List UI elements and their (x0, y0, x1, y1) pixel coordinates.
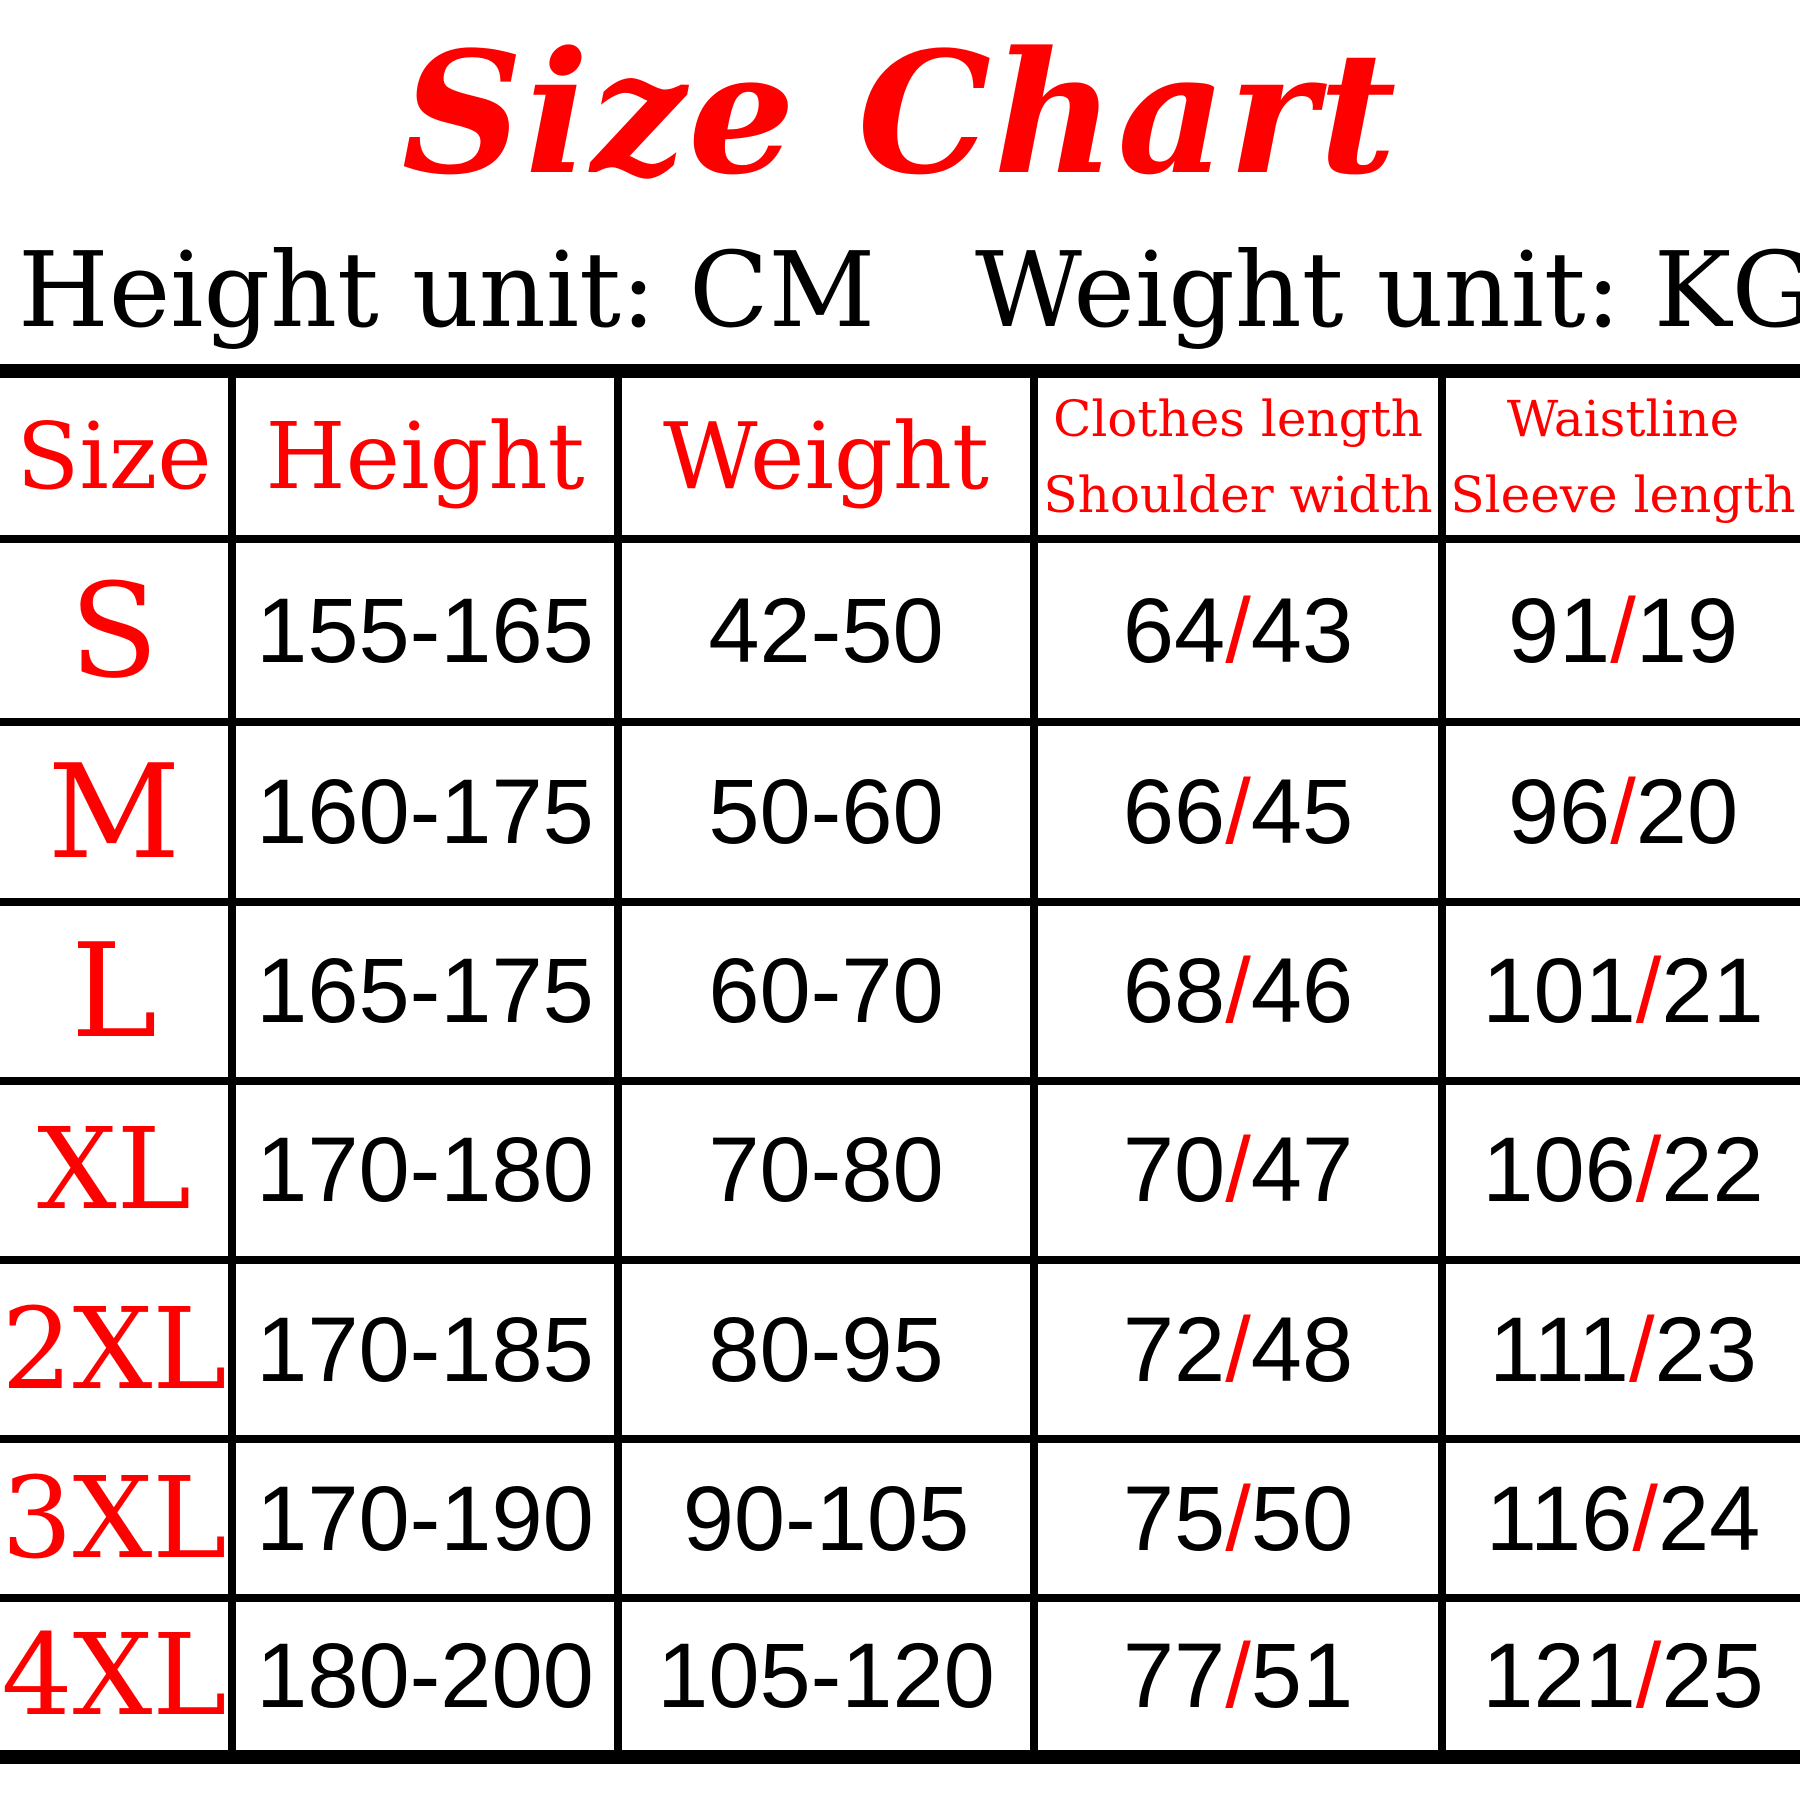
clothes-length-value: 70 (1122, 1119, 1226, 1222)
sleeve-length-value: 20 (1635, 760, 1739, 863)
table-header-row: Size Height Weight Clothes length Should… (0, 364, 1800, 543)
waistline-value: 106 (1482, 1119, 1636, 1222)
table-row: XL 170-180 70-80 70/47 106/22 (0, 1076, 1800, 1265)
waist-sleeve-cell: 116/24 (1438, 1435, 1800, 1603)
weight-cell: 90-105 (614, 1435, 1038, 1603)
weight-cell: 105-120 (614, 1594, 1038, 1764)
header-sleeve-length: Sleeve length (1450, 465, 1796, 524)
weight-cell: 80-95 (614, 1255, 1038, 1444)
clothes-length-value: 66 (1122, 760, 1226, 863)
clothes-length-value: 75 (1122, 1467, 1226, 1570)
clothes-length-value: 68 (1122, 940, 1226, 1043)
waistline-value: 96 (1507, 760, 1611, 863)
clothes-length-value: 77 (1122, 1625, 1226, 1728)
weight-cell: 70-80 (614, 1076, 1038, 1265)
weight-cell: 50-60 (614, 718, 1038, 906)
separator: / (1635, 1625, 1662, 1728)
clothes-shoulder-cell: 66/45 (1030, 718, 1446, 906)
sleeve-length-value: 19 (1635, 579, 1739, 682)
shoulder-width-value: 43 (1250, 579, 1354, 682)
clothes-shoulder-cell: 70/47 (1030, 1076, 1446, 1265)
shoulder-width-value: 50 (1250, 1467, 1354, 1570)
separator: / (1628, 1298, 1655, 1401)
separator: / (1635, 940, 1662, 1043)
size-chart-table: Size Height Weight Clothes length Should… (0, 364, 1800, 1764)
clothes-shoulder-cell: 72/48 (1030, 1255, 1446, 1444)
separator: / (1225, 1119, 1251, 1222)
size-cell: 3XL (0, 1435, 236, 1603)
sleeve-length-value: 25 (1661, 1625, 1764, 1728)
waistline-value: 111 (1489, 1298, 1629, 1401)
header-waist-sleeve: Waistline Sleeve length (1438, 364, 1800, 543)
separator: / (1225, 940, 1251, 1043)
clothes-shoulder-cell: 64/43 (1030, 534, 1446, 727)
waist-sleeve-cell: 111/23 (1438, 1255, 1800, 1444)
weight-unit-label: Weight unit: KG (975, 229, 1800, 351)
size-cell: 2XL (0, 1255, 236, 1444)
table-row: M 160-175 50-60 66/45 96/20 (0, 718, 1800, 906)
clothes-shoulder-cell: 75/50 (1030, 1435, 1446, 1603)
height-unit-label: Height unit: CM (18, 229, 876, 351)
clothes-length-value: 72 (1122, 1298, 1226, 1401)
table-row: S 155-165 42-50 64/43 91/19 (0, 534, 1800, 727)
header-waistline: Waistline (1506, 389, 1740, 448)
header-size: Size (0, 364, 236, 543)
weight-cell: 60-70 (614, 897, 1038, 1085)
table-row: 3XL 170-190 90-105 75/50 116/24 (0, 1435, 1800, 1603)
clothes-length-value: 64 (1122, 579, 1226, 682)
height-cell: 170-180 (228, 1076, 622, 1265)
separator: / (1225, 1298, 1251, 1401)
size-cell: 4XL (0, 1594, 236, 1764)
height-cell: 160-175 (228, 718, 622, 906)
table-row: 2XL 170-185 80-95 72/48 111/23 (0, 1255, 1800, 1444)
header-clothes-shoulder: Clothes length Shoulder width (1030, 364, 1446, 543)
size-cell: S (0, 534, 236, 727)
header-height: Height (228, 364, 622, 543)
sleeve-length-value: 22 (1661, 1119, 1764, 1222)
header-weight: Weight (614, 364, 1038, 543)
separator: / (1610, 579, 1636, 682)
waist-sleeve-cell: 101/21 (1438, 897, 1800, 1085)
separator: / (1610, 760, 1636, 863)
separator: / (1225, 1625, 1251, 1728)
separator: / (1225, 1467, 1251, 1570)
size-cell: M (0, 718, 236, 906)
sleeve-length-value: 24 (1657, 1467, 1761, 1570)
waistline-value: 121 (1482, 1625, 1636, 1728)
separator: / (1225, 760, 1251, 863)
waistline-value: 116 (1485, 1467, 1633, 1570)
table-row: 4XL 180-200 105-120 77/51 121/25 (0, 1594, 1800, 1764)
header-clothes-length: Clothes length (1053, 389, 1423, 448)
waist-sleeve-cell: 96/20 (1438, 718, 1800, 906)
height-cell: 180-200 (228, 1594, 622, 1764)
shoulder-width-value: 46 (1250, 940, 1354, 1043)
shoulder-width-value: 48 (1250, 1298, 1354, 1401)
waist-sleeve-cell: 121/25 (1438, 1594, 1800, 1764)
height-cell: 170-185 (228, 1255, 622, 1444)
waist-sleeve-cell: 106/22 (1438, 1076, 1800, 1265)
separator: / (1225, 579, 1251, 682)
height-cell: 165-175 (228, 897, 622, 1085)
waist-sleeve-cell: 91/19 (1438, 534, 1800, 727)
size-cell: XL (0, 1076, 236, 1265)
clothes-shoulder-cell: 68/46 (1030, 897, 1446, 1085)
clothes-shoulder-cell: 77/51 (1030, 1594, 1446, 1764)
weight-cell: 42-50 (614, 534, 1038, 727)
shoulder-width-value: 47 (1250, 1119, 1354, 1222)
separator: / (1635, 1119, 1662, 1222)
shoulder-width-value: 45 (1250, 760, 1354, 863)
page-title: Size Chart (401, 14, 1399, 212)
separator: / (1632, 1467, 1658, 1570)
height-cell: 170-190 (228, 1435, 622, 1603)
height-cell: 155-165 (228, 534, 622, 727)
sleeve-length-value: 21 (1661, 940, 1764, 1043)
sleeve-length-value: 23 (1654, 1298, 1757, 1401)
size-cell: L (0, 897, 236, 1085)
header-shoulder-width: Shoulder width (1043, 465, 1433, 524)
table-row: L 165-175 60-70 68/46 101/21 (0, 897, 1800, 1085)
waistline-value: 91 (1507, 579, 1611, 682)
waistline-value: 101 (1482, 940, 1636, 1043)
shoulder-width-value: 51 (1250, 1625, 1354, 1728)
